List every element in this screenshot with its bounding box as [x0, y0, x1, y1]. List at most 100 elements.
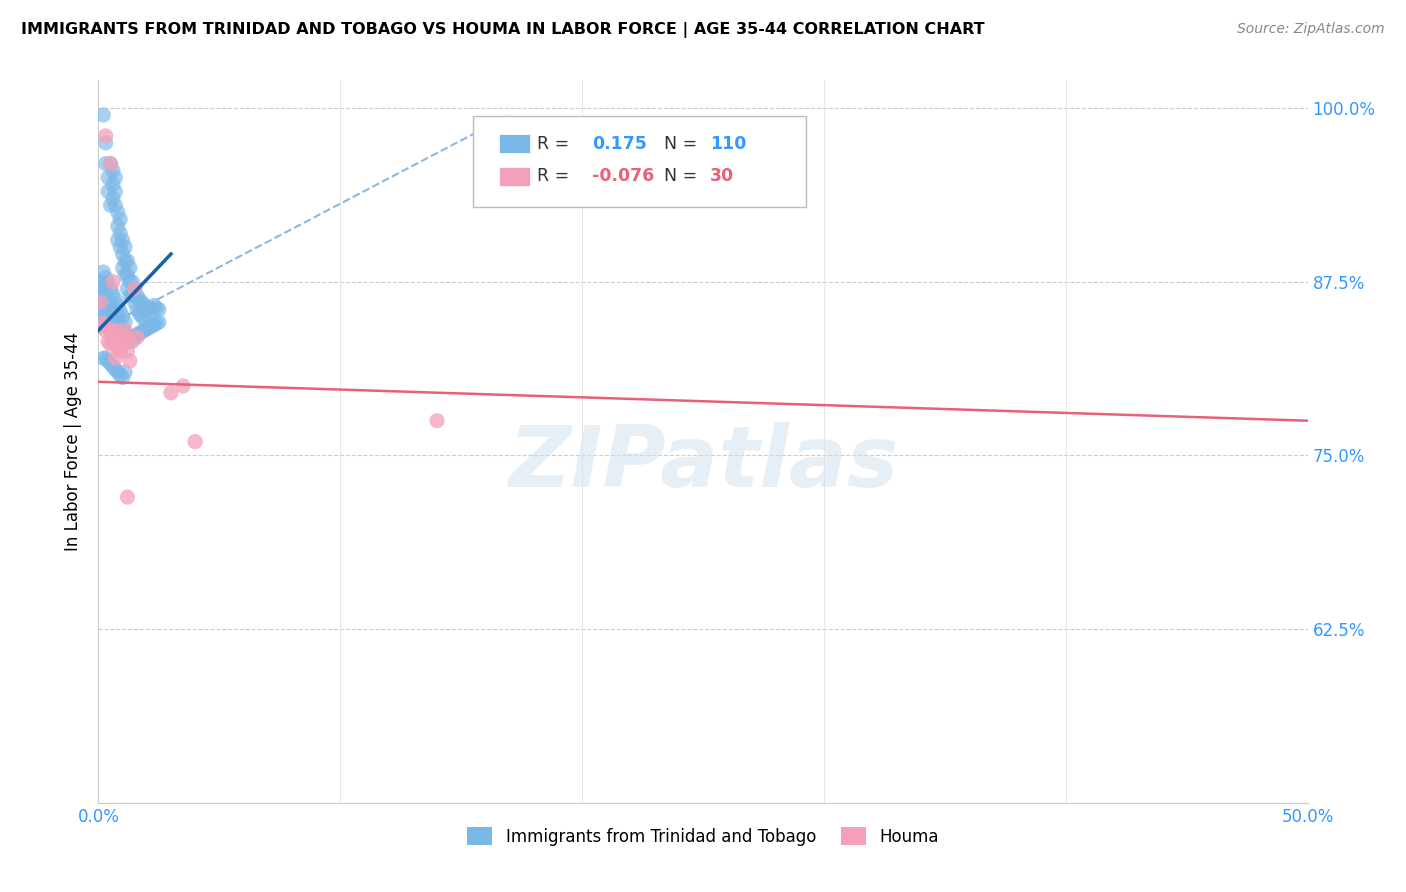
Point [111, 247, 134, 261]
Point [108, 304, 131, 318]
Point [107, 337, 129, 351]
Point [104, 307, 127, 321]
Point [100, 323, 122, 337]
Point [90, 295, 112, 310]
Point [134, 312, 156, 326]
Point [111, 233, 134, 247]
Point [172, 379, 194, 393]
Point [91, 279, 114, 293]
Point [138, 320, 160, 334]
Point [131, 295, 153, 310]
Point [117, 344, 139, 359]
Point [100, 302, 122, 317]
Point [104, 185, 127, 199]
Point [97, 334, 120, 349]
Text: N =: N = [664, 135, 697, 153]
Point [108, 368, 131, 382]
Point [108, 320, 131, 334]
Point [141, 319, 163, 334]
Point [114, 326, 136, 341]
Point [426, 414, 449, 428]
Point [108, 212, 131, 227]
Point [121, 334, 143, 349]
Point [101, 320, 124, 334]
Point [101, 191, 124, 205]
Y-axis label: In Labor Force | Age 35-44: In Labor Force | Age 35-44 [65, 332, 83, 551]
Point [94, 270, 117, 285]
Text: 0.175: 0.175 [592, 135, 647, 153]
Point [108, 240, 131, 254]
Point [101, 178, 124, 192]
Point [127, 288, 149, 302]
Point [90, 275, 112, 289]
Point [101, 307, 124, 321]
Point [101, 163, 124, 178]
Point [107, 365, 129, 379]
Point [138, 304, 160, 318]
Point [134, 323, 156, 337]
Point [117, 490, 139, 504]
Point [108, 318, 131, 332]
Point [101, 275, 124, 289]
Point [114, 315, 136, 329]
FancyBboxPatch shape [499, 167, 530, 186]
Point [117, 253, 139, 268]
Point [108, 340, 131, 354]
Point [118, 354, 141, 368]
Point [107, 298, 129, 312]
Point [104, 312, 127, 326]
Point [97, 170, 120, 185]
Point [127, 302, 149, 317]
Point [127, 327, 149, 342]
Text: ZIPatlas: ZIPatlas [508, 422, 898, 505]
Point [114, 323, 136, 337]
Point [94, 136, 117, 150]
Point [97, 185, 120, 199]
Point [107, 317, 129, 331]
Point [108, 226, 131, 240]
Point [107, 233, 129, 247]
Point [141, 302, 163, 317]
Point [101, 287, 124, 301]
Point [94, 351, 117, 366]
Point [104, 198, 127, 212]
Point [107, 219, 129, 234]
Point [124, 330, 146, 344]
Point [131, 310, 153, 324]
Point [97, 310, 120, 324]
Point [90, 319, 112, 334]
Point [124, 295, 146, 310]
Point [148, 302, 170, 317]
Point [104, 351, 127, 366]
Point [114, 330, 136, 344]
Point [101, 330, 124, 344]
Point [94, 128, 117, 143]
Point [108, 344, 131, 359]
Point [90, 305, 112, 319]
Point [91, 351, 114, 366]
Text: R =: R = [537, 168, 569, 186]
Text: 30: 30 [710, 168, 734, 186]
Point [111, 337, 134, 351]
Point [100, 357, 122, 371]
Text: 110: 110 [710, 135, 747, 153]
Point [128, 307, 150, 321]
Point [114, 253, 136, 268]
Point [124, 282, 146, 296]
Point [114, 365, 136, 379]
Point [107, 205, 129, 219]
Point [100, 337, 122, 351]
Point [104, 337, 127, 351]
Point [94, 285, 117, 299]
Legend: Immigrants from Trinidad and Tobago, Houma: Immigrants from Trinidad and Tobago, Hou… [461, 821, 945, 852]
Point [100, 317, 122, 331]
Point [117, 329, 139, 343]
Point [100, 282, 122, 296]
Point [90, 288, 112, 302]
Point [94, 323, 117, 337]
Point [128, 293, 150, 307]
Point [118, 332, 141, 346]
Point [118, 334, 141, 349]
Text: N =: N = [664, 168, 697, 186]
Point [117, 268, 139, 282]
